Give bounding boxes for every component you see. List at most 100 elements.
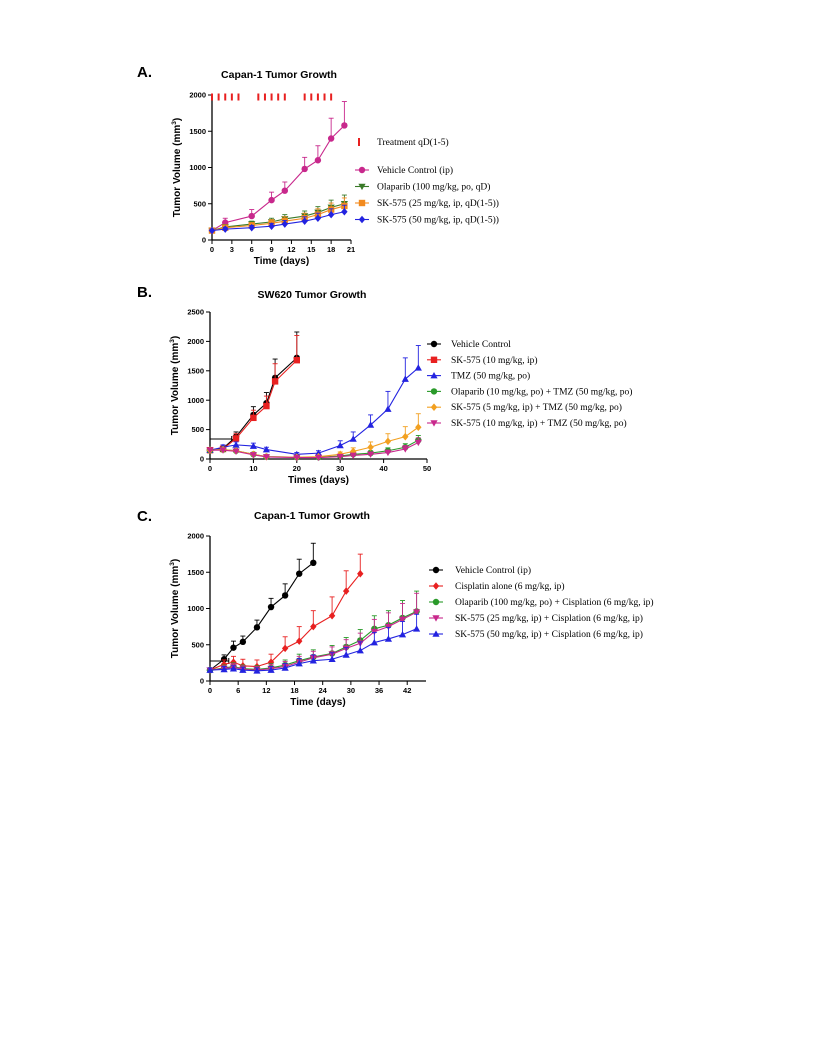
y-tick-label: 500: [191, 425, 204, 434]
series-line: [209, 357, 298, 451]
data-point: [281, 220, 289, 228]
series-1: [208, 101, 348, 234]
data-point: [357, 569, 364, 578]
chart-title: Capan-1 Tumor Growth: [254, 510, 370, 522]
y-tick-label: 2000: [187, 337, 204, 346]
data-point: [239, 666, 247, 673]
x-tick-label: 0: [210, 245, 214, 254]
y-tick-label: 0: [202, 236, 206, 245]
data-point: [366, 451, 375, 458]
x-tick-label: 18: [290, 686, 298, 695]
data-point: [384, 405, 392, 412]
data-point: [267, 666, 275, 673]
series-line: [209, 359, 298, 451]
x-tick-label: 40: [379, 464, 387, 473]
data-point: [356, 646, 364, 654]
y-tick-label: 1000: [187, 604, 204, 613]
x-tick-label: 0: [208, 686, 212, 695]
chart-panel-2: B. SW620 Tumor Growth05001000150020002500…: [137, 284, 632, 486]
y-tick-label: 1500: [187, 568, 204, 577]
data-point: [414, 364, 422, 371]
data-point: [314, 449, 323, 456]
chart-title: Capan-1 Tumor Growth: [221, 69, 337, 81]
series-2: [208, 194, 348, 235]
data-point: [349, 452, 357, 460]
legend-marker: [430, 388, 438, 395]
x-tick-label: 30: [347, 686, 355, 695]
x-tick-label: 30: [336, 464, 344, 473]
y-axis-label-end: ): [170, 559, 181, 562]
data-point: [366, 421, 375, 428]
data-point: [268, 196, 275, 204]
series-line: [211, 203, 345, 232]
y-tick-label: 1500: [187, 366, 204, 375]
legend-label: Olaparib (100 mg/kg, po, qD): [377, 182, 490, 193]
y-axis-label: Tumor Volume (mm3): [169, 559, 181, 658]
y-axis-label-end: ): [172, 118, 183, 121]
chart-panel-1: A. Capan-1 Tumor Growth 0 500 1000 1500 2000 0 3…: [137, 64, 499, 267]
legend-label: Olaparib (100 mg/kg, po) + Cisplation (6…: [455, 597, 654, 608]
data-point: [301, 217, 308, 225]
legend-marker: [358, 166, 366, 174]
data-point: [413, 625, 421, 632]
data-point: [296, 570, 303, 577]
series-line: [209, 628, 417, 672]
x-tick-label: 21: [347, 245, 355, 254]
data-point: [341, 207, 348, 216]
data-point: [267, 603, 275, 611]
y-tick-label: 1000: [189, 163, 206, 172]
series-6: [206, 437, 422, 462]
data-point: [384, 449, 392, 457]
x-tick-label: 50: [423, 464, 431, 473]
y-axis-label-sup: 3: [169, 562, 176, 566]
series-5: [206, 613, 421, 674]
data-point: [232, 441, 240, 448]
legend-label: SK-575 (10 mg/kg, ip) + TMZ (50 mg/kg, p…: [451, 418, 627, 429]
data-point: [271, 378, 279, 385]
data-point: [206, 447, 214, 454]
legend-marker: [432, 598, 440, 606]
data-point: [268, 222, 275, 231]
series-1: [206, 331, 300, 454]
legend-label: SK-575 (50 mg/kg, ip) + Cisplation (6 mg…: [455, 629, 643, 640]
data-point: [262, 454, 271, 461]
legend-label: TMZ (50 mg/kg, po): [451, 371, 530, 382]
data-point: [220, 656, 228, 663]
data-point: [281, 187, 289, 194]
data-point: [253, 667, 261, 674]
panel-letter: C.: [137, 508, 152, 525]
data-point: [249, 442, 257, 449]
y-tick-label: 0: [200, 677, 204, 686]
data-point: [398, 616, 407, 623]
y-axis-label-sup: 3: [171, 121, 178, 125]
data-point: [250, 414, 257, 422]
data-point: [222, 225, 229, 233]
x-tick-label: 24: [319, 686, 328, 695]
series-line: [211, 125, 345, 232]
data-point: [309, 657, 317, 664]
data-point: [398, 631, 407, 638]
chart-panel-3: C. Capan-1 Tumor Growth 0 500 1000 1500 2000 0 6…: [137, 508, 654, 708]
legend-marker: [430, 420, 438, 427]
data-point: [293, 454, 301, 462]
series-1: [206, 542, 317, 674]
x-tick-label: 9: [269, 245, 273, 254]
data-point: [232, 448, 240, 455]
x-tick-label: 12: [262, 686, 270, 695]
x-axis-label: Time (days): [254, 256, 309, 267]
legend-marker: [430, 356, 438, 363]
data-point: [281, 592, 289, 599]
data-point: [208, 226, 216, 235]
series-line: [209, 610, 417, 671]
y-axis-label: Tumor Volume (mm3): [169, 336, 181, 435]
data-point: [401, 375, 409, 382]
y-axis-label-main: Tumor Volume (mm: [170, 566, 181, 659]
x-tick-label: 6: [250, 245, 254, 254]
data-point: [336, 441, 344, 449]
legend-label: SK-575 (5 mg/kg, ip) + TMZ (50 mg/kg, po…: [451, 402, 622, 413]
legend-marker: [358, 199, 366, 207]
legend-marker: [432, 630, 440, 637]
data-point: [402, 432, 409, 441]
chart-title: SW620 Tumor Growth: [258, 289, 367, 301]
